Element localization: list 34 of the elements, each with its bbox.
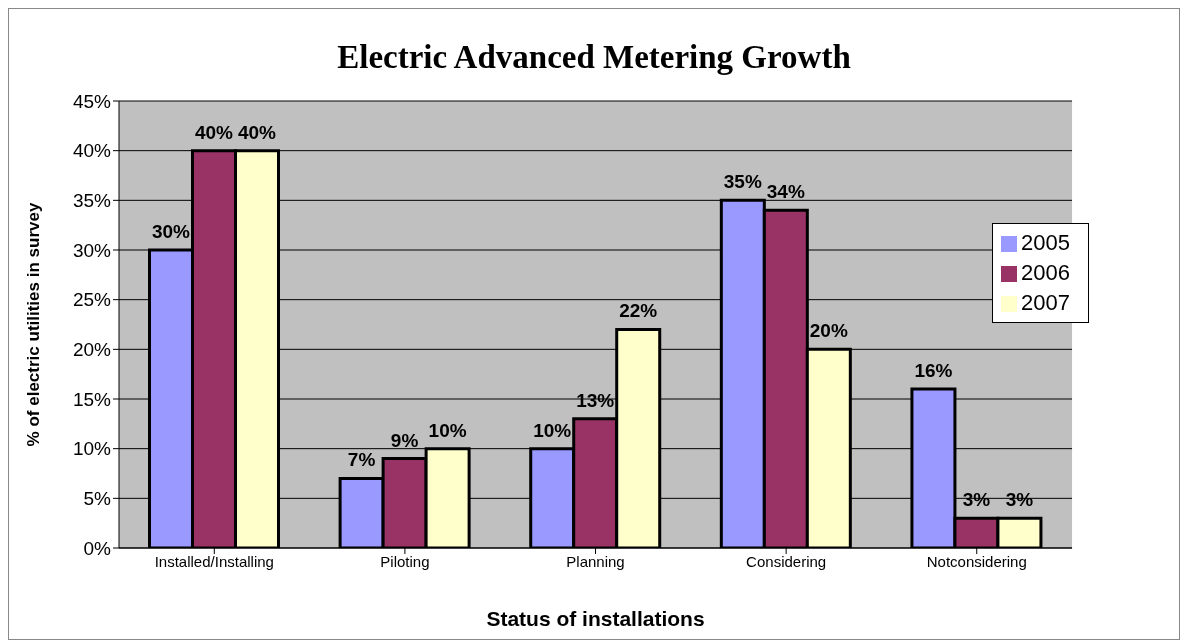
- data-label: 10%: [533, 419, 572, 441]
- data-label: 20%: [809, 320, 848, 342]
- y-axis-title: % of electric utilities in survey: [24, 202, 44, 447]
- y-tick-label: 35%: [72, 190, 112, 212]
- data-label: 35%: [723, 171, 762, 193]
- x-axis-title: Status of installations: [486, 607, 705, 630]
- data-label: 22%: [619, 300, 658, 322]
- y-tick-label: 15%: [72, 388, 112, 410]
- data-label: 16%: [914, 360, 953, 382]
- legend-label: 2005: [1021, 230, 1070, 255]
- legend-label: 2007: [1021, 290, 1070, 315]
- data-label: 10%: [428, 419, 467, 441]
- y-tick-label: 20%: [72, 339, 112, 361]
- data-label: 7%: [347, 449, 376, 471]
- data-label: 40%: [237, 121, 277, 143]
- x-tick-label: Planning: [566, 552, 625, 570]
- data-label: 40%: [194, 121, 234, 143]
- y-tick-label: 40%: [72, 140, 112, 162]
- legend-label: 2006: [1021, 260, 1070, 285]
- x-tick-label: Notconsidering: [926, 552, 1027, 570]
- y-tick-label: 5%: [83, 488, 112, 510]
- y-tick-label: 0%: [83, 537, 112, 559]
- data-label: 13%: [576, 389, 615, 411]
- chart-title: Electric Advanced Metering Growth: [336, 39, 852, 77]
- y-tick-label: 10%: [72, 438, 112, 460]
- y-tick-label: 30%: [72, 239, 112, 261]
- data-label: 30%: [151, 221, 191, 242]
- x-tick-label: Piloting: [380, 552, 430, 570]
- y-tick-label: 45%: [72, 90, 112, 112]
- x-tick-label: Considering: [746, 552, 827, 570]
- data-label: 9%: [390, 429, 419, 451]
- data-label: 34%: [766, 181, 805, 203]
- x-tick-label: Installed/Installing: [154, 552, 274, 570]
- y-tick-label: 25%: [72, 289, 112, 311]
